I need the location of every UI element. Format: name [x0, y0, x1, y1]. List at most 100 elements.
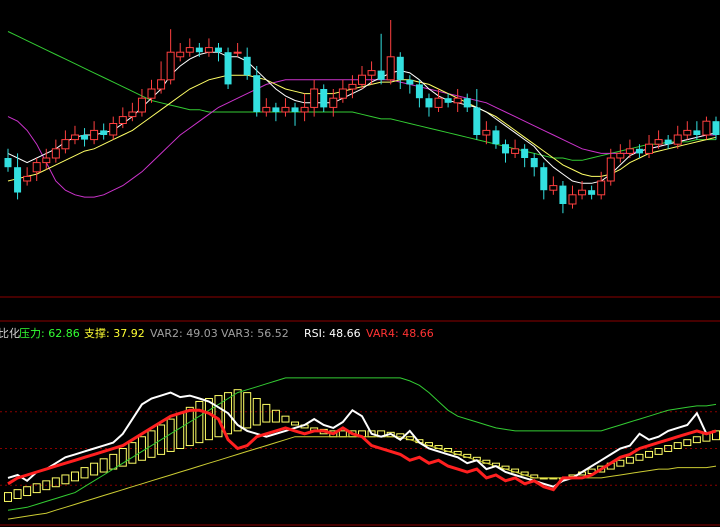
indicator-bar [42, 480, 51, 491]
indicator-bar [271, 409, 280, 423]
ma-green-line [7, 31, 716, 161]
indicator-panel [0, 377, 720, 520]
legend-item-2: VAR2: 49.03 [150, 327, 218, 340]
pressure-line [7, 377, 717, 511]
indicator-bar [70, 471, 79, 482]
legend-label-4: RSI: [304, 327, 326, 340]
candle-body-up [568, 194, 577, 205]
candle-body-down [14, 167, 22, 193]
candle-body-down [530, 158, 538, 168]
candle-body-up [128, 111, 137, 118]
indicator-bar [664, 445, 673, 452]
candle-body-up [281, 106, 290, 113]
candle-body-down [406, 79, 414, 85]
legend-value-3: 56.52 [254, 327, 289, 340]
candle-body-down [81, 135, 89, 140]
indicator-bar [90, 462, 99, 476]
indicator-bar [118, 448, 127, 467]
candle-body-up [625, 148, 634, 154]
indicator-bar [204, 398, 213, 441]
candle-body-up [673, 134, 682, 145]
indicator-bar [673, 442, 682, 449]
candle-body-down [693, 130, 701, 135]
candle-body-down [195, 47, 203, 53]
indicator-bar [645, 450, 654, 458]
candle-body-up [204, 47, 213, 53]
legend-item-1: 支撑: 37.92 [84, 326, 145, 340]
indicator-bar [61, 474, 70, 485]
candle-body-down [377, 70, 385, 80]
candle-body-down [396, 56, 404, 80]
indicator-bar [166, 418, 175, 452]
candle-body-down [100, 130, 108, 135]
candle-body-down [492, 130, 500, 145]
candle-body-up [90, 129, 99, 141]
legend-item-0: 压力: 62.86 [19, 327, 80, 340]
candle-body-up [453, 97, 462, 104]
legend-item-3: VAR3: 56.52 [221, 327, 289, 340]
main-price-panel [0, 20, 720, 298]
indicator-bar [692, 436, 701, 444]
candle-body-up [348, 83, 357, 90]
candle-body-up [166, 51, 175, 81]
candle-body-up [606, 157, 615, 182]
candle-body-down [4, 158, 12, 168]
candle-body-up [61, 139, 70, 150]
candle-body-up [51, 148, 60, 159]
indicator-legend: 比化 压力: 62.86 支撑: 37.92 VAR2: 49.03 VAR3: 56… [0, 326, 434, 340]
candle-body-up [482, 129, 491, 136]
rsi-line [7, 391, 717, 488]
candle-body-down [588, 190, 596, 195]
candle-body-up [42, 157, 51, 164]
candle-body-up [367, 70, 376, 76]
legend-value-0: 62.86 [45, 327, 80, 340]
indicator-bar [137, 436, 146, 461]
candle-body-up [262, 106, 271, 113]
candle-body-up [616, 152, 625, 159]
legend-value-1: 37.92 [110, 327, 145, 340]
candle-body-up [578, 189, 587, 196]
indicator-bar [243, 392, 252, 429]
candle-body-down [635, 148, 643, 154]
indicator-bar [635, 453, 644, 461]
candle-body-up [137, 97, 146, 113]
candle-body-down [253, 75, 261, 112]
candle-body-up [157, 79, 166, 90]
candle-body-up [32, 162, 41, 173]
legend-label-2: VAR2: [150, 327, 183, 340]
candle-body-down [243, 56, 251, 76]
candle-body-down [320, 89, 328, 108]
indicator-bar [224, 392, 233, 435]
indicator-bar [32, 483, 41, 494]
legend-item-4: RSI: 48.66 [304, 327, 361, 340]
candle-body-down [712, 121, 720, 135]
candle-body-up [329, 97, 338, 108]
candle-body-up [23, 175, 32, 182]
indicator-name: 比化 [0, 326, 20, 340]
candle-body-up [310, 88, 319, 108]
candle-body-up [185, 47, 194, 53]
candle-body-up [118, 116, 127, 124]
indicator-bar [51, 477, 60, 488]
indicator-bar [128, 442, 137, 464]
candle-body-down [425, 98, 433, 108]
indicator-bar [13, 489, 22, 499]
indicator-bar [616, 459, 625, 467]
candle-body-up [176, 51, 185, 58]
legend-label-0: 压力: [19, 327, 45, 340]
indicator-bar [195, 400, 204, 444]
candle-body-up [654, 139, 663, 145]
legend-label-3: VAR3: [221, 327, 254, 340]
indicator-bar [4, 492, 12, 502]
legend-value-4: 48.66 [326, 327, 361, 340]
candle-body-down [291, 107, 299, 112]
candle-body-up [549, 185, 558, 191]
legend-value-2: 49.03 [183, 327, 218, 340]
candle-body-down [444, 98, 452, 103]
candle-body-up [702, 120, 711, 136]
legend-label-5: VAR4: [366, 327, 399, 340]
candle-body-down [559, 185, 567, 204]
indicator-bar [291, 421, 300, 426]
